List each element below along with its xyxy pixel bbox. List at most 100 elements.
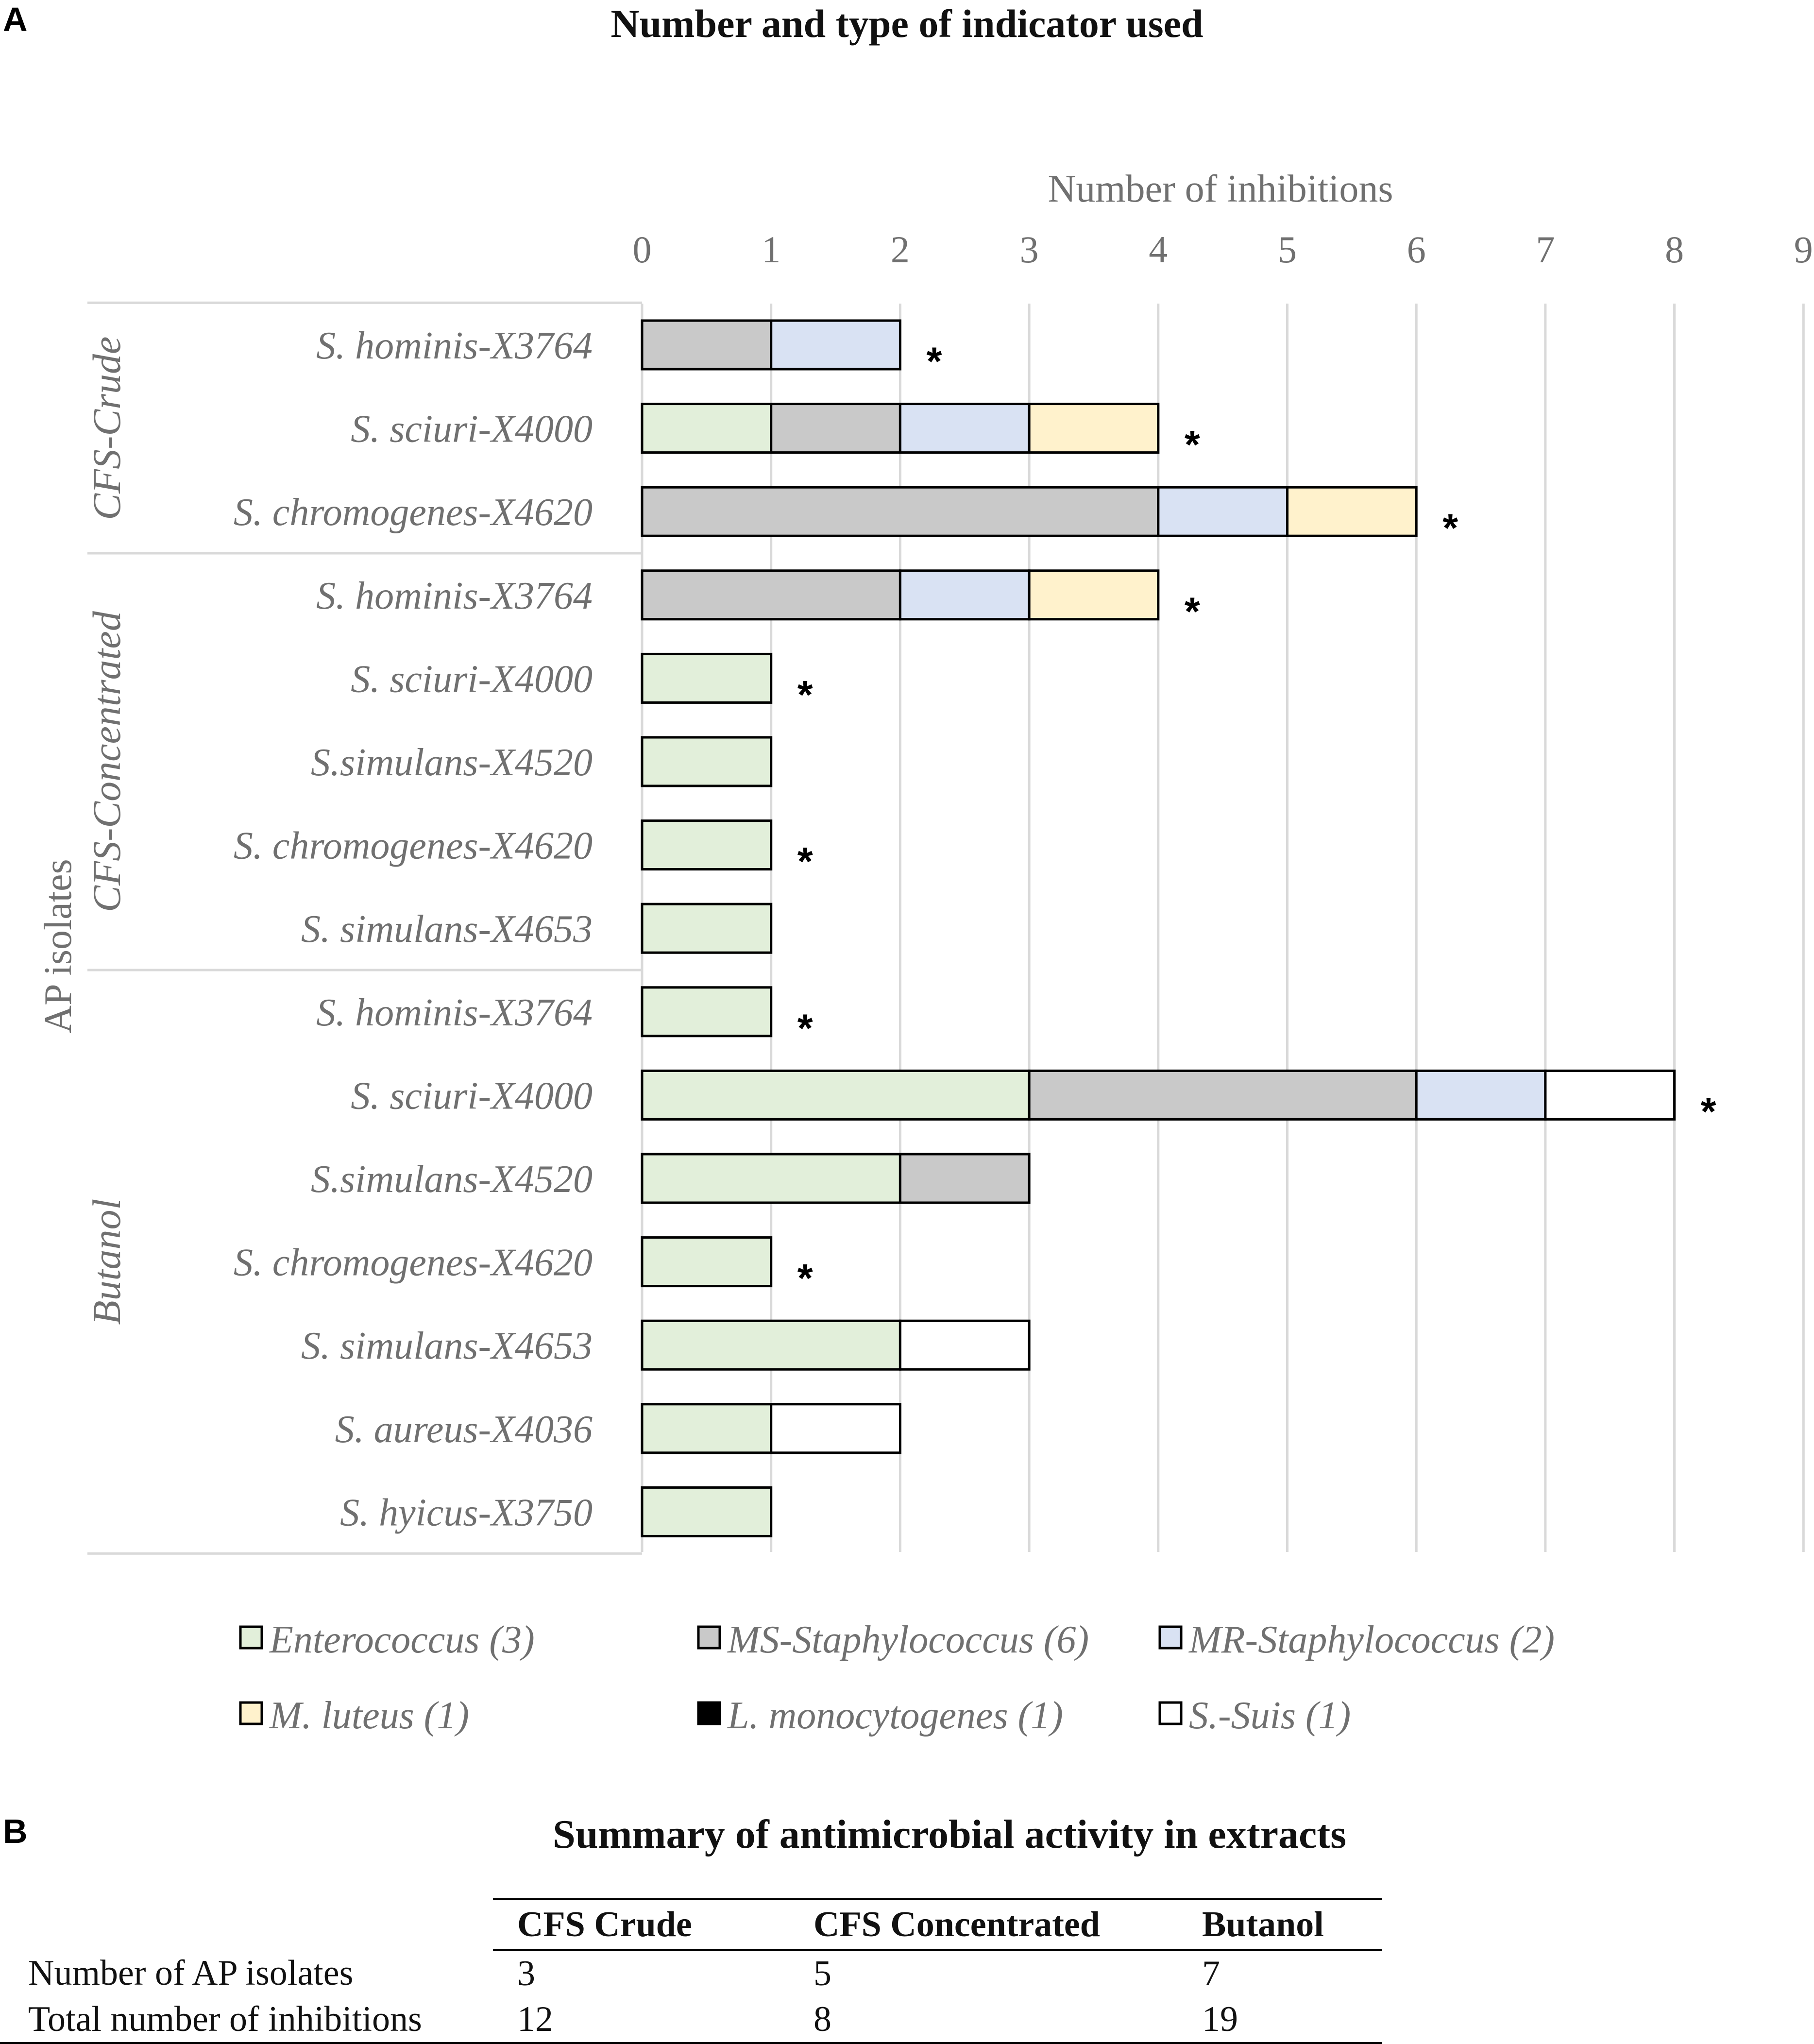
bar-segment-enterococcus-3 [641,819,773,871]
bar-segment-mr-staphylococcus-2 [1415,1069,1547,1121]
x-axis-title: Number of inhibitions [1048,168,1393,210]
category-label: S. chromogenes-X4620 [234,825,593,868]
bar-segment-m-luteus-1 [1028,569,1160,621]
summary-table: CFS Crude CFS Concentrated Butanol Numbe… [0,1898,1382,2044]
table-corner-cell [0,1899,493,1950]
bar-segment-enterococcus-3 [641,403,773,454]
panel-b-label: B [3,1812,28,1850]
category-label: S. hominis-X3764 [316,991,593,1034]
category-label: S. hyicus-X3750 [340,1491,593,1534]
significance-marker: * [926,340,942,384]
bar-segment-enterococcus-3 [641,1236,773,1288]
category-label: S. chromogenes-X4620 [234,1242,593,1284]
bar-segment-enterococcus-3 [641,1069,1031,1121]
bar-segment-ms-staphylococcus-6 [899,1153,1031,1204]
panel-a-label: A [3,0,28,38]
row-label-total-inhibitions: Total number of inhibitions [0,1996,493,2044]
legend-label-enterococcus-3: Enterococcus (3) [269,1618,535,1661]
category-label: S. sciuri-X4000 [351,658,593,700]
bar-segment-ms-staphylococcus-6 [641,319,773,371]
row-label-ap-isolates: Number of AP isolates [28,1953,354,1993]
table-cell: 7 [1202,1953,1220,1993]
x-tick-label: 0 [633,228,652,271]
category-label: S. sciuri-X4000 [351,1074,593,1117]
x-tick-label: 6 [1407,228,1426,271]
bar-segment-enterococcus-3 [641,1319,901,1371]
x-tick-label: 2 [891,228,910,271]
x-tick-label: 1 [762,228,780,271]
category-label: S.simulans-X4520 [311,1158,593,1201]
bar-segment-ms-staphylococcus-6 [1028,1069,1418,1121]
bar-segment-ms-staphylococcus-6 [770,403,901,454]
x-tick-label: 7 [1536,228,1555,271]
bar-segment-mr-staphylococcus-2 [1157,486,1289,537]
column-header-cfs-concentrated: CFS Concentrated [789,1898,1178,1951]
column-header-butanol: Butanol [1178,1898,1382,1951]
table-cell: 8 [789,1996,1178,2044]
legend-label-mr-staphylococcus-2: MR-Staphylococcus (2) [1188,1618,1555,1661]
table-cell: 5 [814,1953,831,1993]
bar-segment-s-suis-1 [1544,1069,1676,1121]
bar-segment-enterococcus-3 [641,736,773,787]
x-tick-label: 5 [1278,228,1297,271]
table-header-row: CFS Crude CFS Concentrated Butanol [0,1898,1382,1951]
legend-label-ms-staphylococcus-6: MS-Staphylococcus (6) [727,1618,1089,1661]
legend-swatch-mr-staphylococcus-2 [1158,1625,1183,1650]
category-label: S. simulans-X4653 [301,908,593,951]
legend-swatch-ms-staphylococcus-6 [697,1625,721,1650]
bar-segment-mr-staphylococcus-2 [899,569,1031,621]
category-label: S. simulans-X4653 [301,1325,593,1367]
bar-segment-s-suis-1 [770,1403,901,1454]
significance-marker: * [797,1006,813,1051]
significance-marker: * [797,1257,813,1301]
bar-segment-m-luteus-1 [1286,486,1418,537]
category-label: S. hominis-X3764 [316,324,593,367]
legend-swatch-m-luteus-1 [239,1701,263,1725]
significance-marker: * [1185,590,1200,634]
significance-marker: * [797,673,813,717]
group-label-cfs-concentrated: CFS-Concentrated [85,611,129,912]
x-tick-label: 8 [1665,228,1684,271]
significance-marker: * [1185,423,1200,467]
table-title: Summary of antimicrobial activity in ext… [553,1812,1346,1857]
legend-label-m-luteus-1: M. luteus (1) [269,1694,469,1737]
significance-marker: * [1701,1090,1716,1134]
legend-label-l-monocytogenes-1: L. monocytogenes (1) [727,1694,1063,1737]
category-label: S.simulans-X4520 [311,741,593,784]
category-label: S. aureus-X4036 [335,1408,593,1451]
bar-segment-s-suis-1 [899,1319,1031,1371]
group-label-cfs-crude: CFS-Crude [85,337,129,520]
legend-swatch-enterococcus-3 [239,1625,263,1650]
x-tick-label: 9 [1794,228,1813,271]
y-axis-title: AP isolates [37,859,80,1033]
bar-segment-enterococcus-3 [641,1486,773,1537]
legend-swatch-s-suis-1 [1158,1701,1183,1725]
x-tick-label: 4 [1149,228,1168,271]
significance-marker: * [1442,506,1458,550]
group-label-butanol: Butanol [85,1199,129,1325]
legend-swatch-l-monocytogenes-1 [697,1701,721,1725]
legend-label-s-suis-1: S.-Suis (1) [1189,1694,1351,1737]
table-row: Total number of inhibitions 12 8 19 [0,1996,1382,2044]
column-header-cfs-crude: CFS Crude [493,1898,789,1951]
bar-segment-enterococcus-3 [641,652,773,704]
bar-segment-enterococcus-3 [641,986,773,1038]
bar-segment-enterococcus-3 [641,1403,773,1454]
table-row: Number of AP isolates 3 5 7 [0,1950,1382,1996]
table-cell: 3 [517,1953,535,1993]
bar-segment-enterococcus-3 [641,903,773,954]
bar-segment-ms-staphylococcus-6 [641,569,901,621]
x-tick-label: 3 [1020,228,1039,271]
significance-marker: * [797,840,813,884]
table-cell: 19 [1178,1996,1382,2044]
category-label: S. chromogenes-X4620 [234,491,593,534]
bar-segment-enterococcus-3 [641,1153,901,1204]
stacked-bar-chart: Number of inhibitions AP isolates 0 1 2 3 4 5… [37,168,1813,1737]
category-label: S. sciuri-X4000 [351,408,593,451]
table-cell: 12 [493,1996,789,2044]
bar-segment-ms-staphylococcus-6 [641,486,1160,537]
bar-segment-mr-staphylococcus-2 [899,403,1031,454]
bar-segment-mr-staphylococcus-2 [770,319,901,371]
chart-title: Number and type of indicator used [610,1,1204,46]
category-label: S. hominis-X3764 [316,575,593,617]
